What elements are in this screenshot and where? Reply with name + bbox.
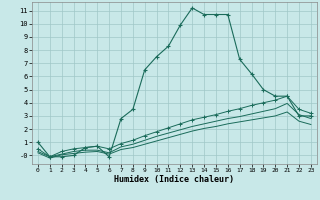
X-axis label: Humidex (Indice chaleur): Humidex (Indice chaleur) bbox=[115, 175, 234, 184]
